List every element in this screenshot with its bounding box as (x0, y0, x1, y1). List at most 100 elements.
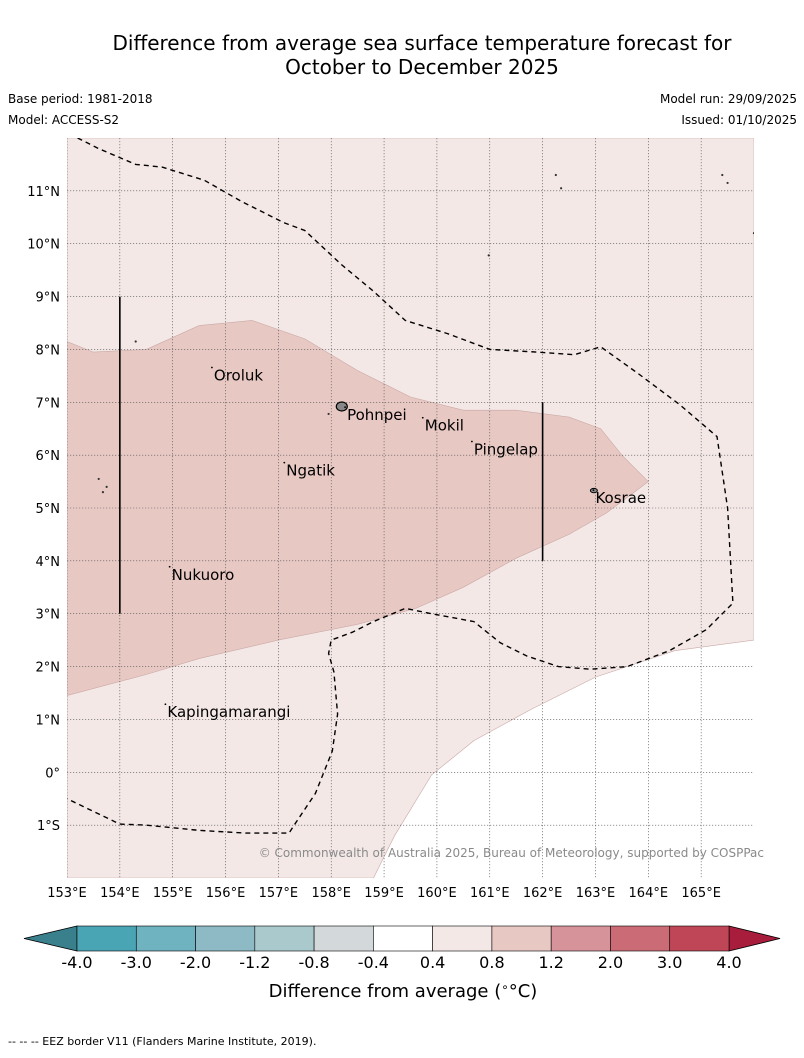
model-run: Model run: 29/09/2025 (659, 92, 797, 106)
model-name: Model: ACCESS-S2 (8, 113, 120, 127)
islet-4 (554, 173, 557, 177)
colorbar-tick-9: 2.0 (598, 953, 623, 972)
lon-tick-label-153: 153°E (47, 886, 87, 901)
lon-tick-label-154: 154°E (100, 886, 140, 901)
colorbar-tick-8: 1.2 (538, 953, 563, 972)
colorbar-tick-7: 0.8 (479, 953, 504, 972)
islet-0 (134, 340, 137, 343)
colorbar-swatch-2 (195, 925, 256, 952)
mokil-marker (421, 416, 424, 419)
colorbar: -4.0 -3.0 -2.0 -1.2 -0.8 -0.4 0.4 0.8 1.2 2.0 3.0 4… (23, 925, 781, 972)
colorbar-swatch-6 (432, 925, 493, 952)
place-label-kosrae: Kosrae (595, 489, 646, 507)
title-line-2: October to December 2025 (285, 55, 559, 79)
pingelap-marker (471, 440, 473, 443)
colorbar-tick-1: -3.0 (121, 953, 152, 972)
colorbar-swatch-9 (610, 925, 671, 952)
place-labels: Oroluk Pohnpei Mokil Pingelap Ngatik Kosrae Nu… (164, 366, 646, 721)
colorbar-label-unit: °C) (509, 981, 538, 1002)
axis-ticks: 153°E 154°E 155°E 156°E 157°E 158°E 159°E 160°E… (27, 185, 721, 901)
place-label-mokil: Mokil (425, 417, 464, 435)
islet-1 (97, 477, 100, 481)
title-line-1: Difference from average sea surface temp… (112, 31, 732, 55)
lat-tick-label-6: 6°N (36, 449, 61, 464)
colorbar-swatch-1 (135, 925, 196, 952)
issued-date: Issued: 01/10/2025 (681, 113, 797, 127)
lat-tick-label--1: 1°S (37, 819, 60, 834)
degree-superscript: ∘ (501, 980, 509, 994)
map-title: Difference from average sea surface temp… (0, 31, 804, 79)
lon-tick-label-165: 165°E (681, 886, 721, 901)
lon-tick-label-164: 164°E (629, 886, 669, 901)
eez-border (67, 138, 734, 834)
colorbar-swatch-10 (669, 925, 730, 952)
lon-tick-label-161: 161°E (470, 886, 510, 901)
lat-tick-label-7: 7°N (36, 396, 61, 411)
colorbar-tick-4: -0.8 (298, 953, 329, 972)
colorbar-tick-5: -0.4 (358, 953, 389, 972)
colorbar-swatch-4 (313, 925, 374, 952)
lon-tick-label-158: 158°E (311, 886, 351, 901)
islet-3 (101, 491, 105, 494)
colorbar-tick-3: -1.2 (239, 953, 270, 972)
islet-5 (560, 187, 563, 190)
colorbar-tick-10: 3.0 (657, 953, 682, 972)
islet-2 (105, 485, 108, 488)
lat-tick-label-11: 11°N (27, 185, 60, 200)
place-label-kapingamarangi: Kapingamarangi (167, 703, 290, 721)
colorbar-tick-0: -4.0 (61, 953, 92, 972)
colorbar-under-arrow (23, 925, 78, 952)
colorbar-tick-6: 0.4 (420, 953, 445, 972)
lon-tick-label-155: 155°E (153, 886, 193, 901)
lat-tick-label-10: 10°N (27, 238, 60, 253)
region-boundaries (119, 296, 544, 614)
colorbar-swatch-8 (550, 925, 611, 952)
lat-tick-label-4: 4°N (36, 555, 61, 570)
colorbar-swatch-7 (491, 925, 552, 952)
lat-tick-label-9: 9°N (36, 291, 61, 306)
lat-tick-label-0: 0° (45, 766, 60, 781)
colorbar-swatch-0 (76, 925, 137, 952)
place-label-ngatik: Ngatik (286, 462, 335, 480)
colorbar-label: Difference from average (∘°C) (269, 980, 538, 1002)
anomaly-fields (67, 138, 754, 878)
kapingamarangi-marker (164, 703, 167, 706)
lat-tick-label-2: 2°N (36, 661, 61, 676)
oroluk-marker (211, 366, 213, 369)
copyright-notice: © Commonwealth of Australia 2025, Bureau… (259, 846, 764, 860)
kosrae-marker (592, 489, 595, 492)
islet-8 (487, 254, 490, 257)
place-label-oroluk: Oroluk (214, 367, 263, 385)
lat-tick-label-3: 3°N (36, 608, 61, 623)
place-label-nukuoro: Nukuoro (172, 566, 235, 584)
islet-7 (726, 181, 729, 185)
lat-tick-label-8: 8°N (36, 343, 61, 358)
ngatik-marker (283, 461, 286, 464)
pohnpei-marker (344, 406, 346, 409)
lon-tick-label-157: 157°E (259, 886, 299, 901)
footnote: -- -- -- EEZ border V11 (Flanders Marine… (8, 1035, 317, 1048)
lon-tick-label-162: 162°E (523, 886, 563, 901)
colorbar-tick-11: 4.0 (716, 953, 741, 972)
lon-tick-label-163: 163°E (576, 886, 616, 901)
lat-tick-label-1: 1°N (36, 713, 61, 728)
colorbar-label-text: Difference from average ( (269, 981, 502, 1002)
pohnpei-island (335, 401, 348, 412)
place-label-pohnpei: Pohnpei (347, 406, 407, 424)
place-label-pingelap: Pingelap (474, 441, 538, 459)
colorbar-tick-2: -2.0 (180, 953, 211, 972)
islet-10 (327, 412, 330, 416)
lon-tick-label-159: 159°E (364, 886, 404, 901)
base-period: Base period: 1981-2018 (8, 92, 153, 106)
islet-6 (721, 173, 724, 177)
islet-9 (752, 232, 754, 235)
colorbar-over-arrow (728, 925, 781, 952)
colorbar-swatch-5 (373, 925, 433, 952)
nukuoro-marker (168, 565, 171, 568)
lat-tick-label-5: 5°N (36, 502, 61, 517)
lon-tick-label-156: 156°E (206, 886, 246, 901)
eez-line-0 (67, 138, 734, 834)
colorbar-swatch-3 (254, 925, 315, 952)
lon-tick-label-160: 160°E (417, 886, 457, 901)
